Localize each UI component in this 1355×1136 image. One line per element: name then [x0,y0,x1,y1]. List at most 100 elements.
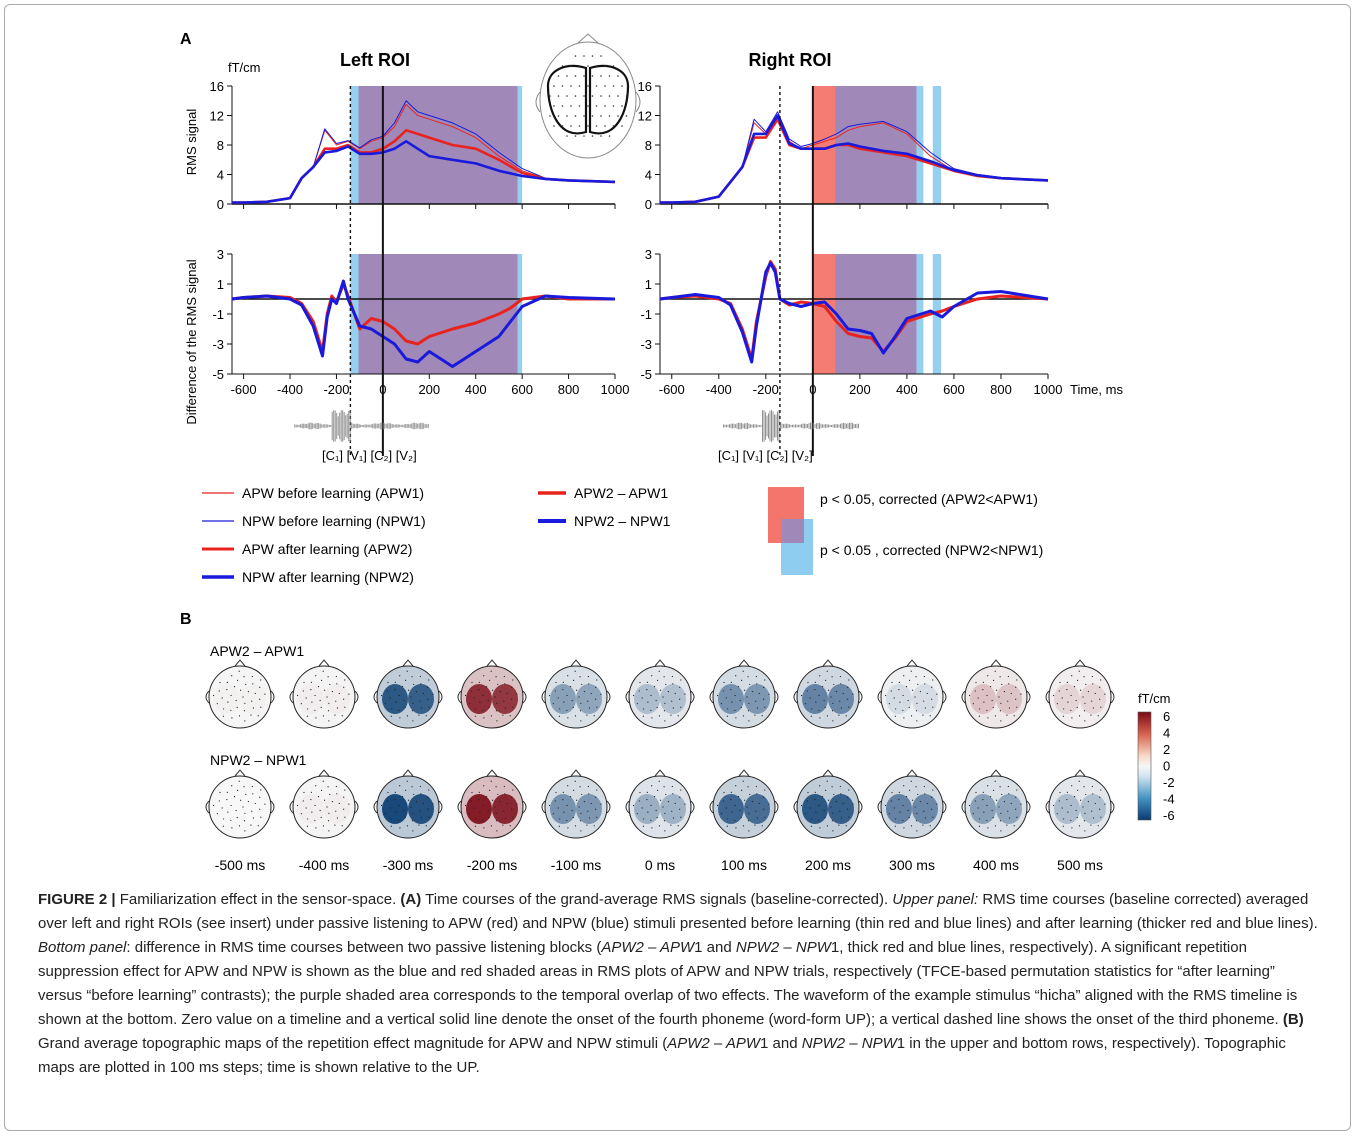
topomap-sensor [502,714,504,716]
topomap-left-blob [550,684,576,714]
topomap-sensor [923,785,925,788]
sensor-dot [587,125,589,127]
topomap-sensor [832,720,834,722]
topomap-sensor [840,817,843,819]
topomap-sensor [317,796,320,798]
topomap-sensor [656,679,659,681]
colorbar-tick-label: -6 [1163,808,1175,823]
topomap-sensor [987,675,989,677]
topomap [625,769,695,839]
topomap-sensor [656,789,659,791]
topomap-sensor [251,675,253,678]
topomap-sensor [891,681,893,684]
topomap-sensor [742,715,745,717]
topomap-sensor [994,670,996,672]
topomap-sensor [557,697,559,699]
topomap-sensor [394,681,396,684]
topomap-sensor [319,699,321,702]
topomap-sensor [823,809,825,812]
topomap-sensor [833,793,835,796]
topomap-sensor [412,830,414,832]
topomap-sensor [310,688,312,691]
topomap-sensor [512,816,514,818]
topomap-sensor [1075,699,1077,702]
time-label: -300 ms [383,857,434,873]
series-line-1 [231,279,616,368]
topomap-sensor [572,789,575,791]
topomap-sensor [665,793,667,796]
topomap-sensor [1001,793,1003,796]
topomap-sensor [218,800,220,802]
topomap-sensor [223,708,225,710]
topomap-sensor [923,675,925,678]
topomap-sensor [656,816,658,819]
topomap [289,659,359,729]
topomap-sensor [840,707,843,709]
ear-icon [373,800,378,814]
topomap-sensor [986,819,988,822]
topomap-sensor [1092,683,1094,685]
topomap-sensor [509,825,511,827]
topomap-sensor [579,786,581,788]
topomap-sensor [725,807,727,809]
topomap-sensor [593,825,595,827]
topomap-sensor [571,809,573,812]
topomap-sensor [848,679,850,681]
legend-diff-npw: NPW2 – NPW1 [574,513,671,529]
topomap-sensor [747,710,750,712]
topomap-right-blob [996,684,1022,714]
topomap-sensor [239,799,242,801]
topomap-sensor [328,830,330,832]
topomap-sensor [300,703,302,705]
topomap-sensor [833,683,835,686]
topomap-sensor [588,793,590,795]
topomap-sensor [236,816,238,819]
topomap-sensor [975,681,977,684]
topomap-sensor [260,789,262,791]
topomap-right-blob [408,794,434,824]
topomap-sensor [999,710,1002,712]
topomap-sensor [848,816,850,818]
sensor-dot [625,115,628,117]
topomap-sensor [1104,803,1106,805]
topomap-sensor [764,816,766,818]
topomap-sensor [212,804,215,807]
topomap-sensor [1071,827,1073,829]
ear-icon [877,690,882,704]
topomap-sensor [827,689,830,691]
topomap-right-blob [996,794,1022,824]
topomap-sensor [587,785,589,788]
topomap-right-blob [492,794,518,824]
topomap-sensor [306,825,308,827]
topomap-sensor [503,700,505,702]
topomap-sensor [1020,803,1022,805]
topomap-sensor [1078,715,1081,717]
topomap-sensor [806,690,808,692]
sensor-dot [557,75,560,77]
topomap-sensor [239,689,242,691]
sensor-dot [604,85,606,87]
nose-icon [402,659,414,667]
nose-icon [318,769,330,777]
topomap-sensor [1094,692,1096,695]
topomap [877,659,947,729]
topomap-sensor [818,804,820,807]
topomap-sensor [651,785,653,787]
topomap-sensor [903,785,905,787]
y-tick-label: 3 [645,247,652,262]
topomap-sensor [903,675,905,677]
topomap-sensor [1066,798,1068,801]
topomap-sensor [574,780,576,782]
topomap-sensor [1076,816,1078,819]
topomap-sensor [979,818,981,820]
y-tick-label: 1 [645,277,652,292]
topomap-sensor [735,785,737,787]
caption-text-7: Grand average topographic maps of the re… [38,1035,668,1052]
topomap-sensor [835,690,838,693]
topomap-sensor [511,796,513,798]
colorbar-ticks: 6 42 0-2 -4-6 [1163,709,1175,823]
sensor-dot [604,125,606,127]
topomap-sensor [554,800,556,802]
topomap-sensor [418,824,420,826]
